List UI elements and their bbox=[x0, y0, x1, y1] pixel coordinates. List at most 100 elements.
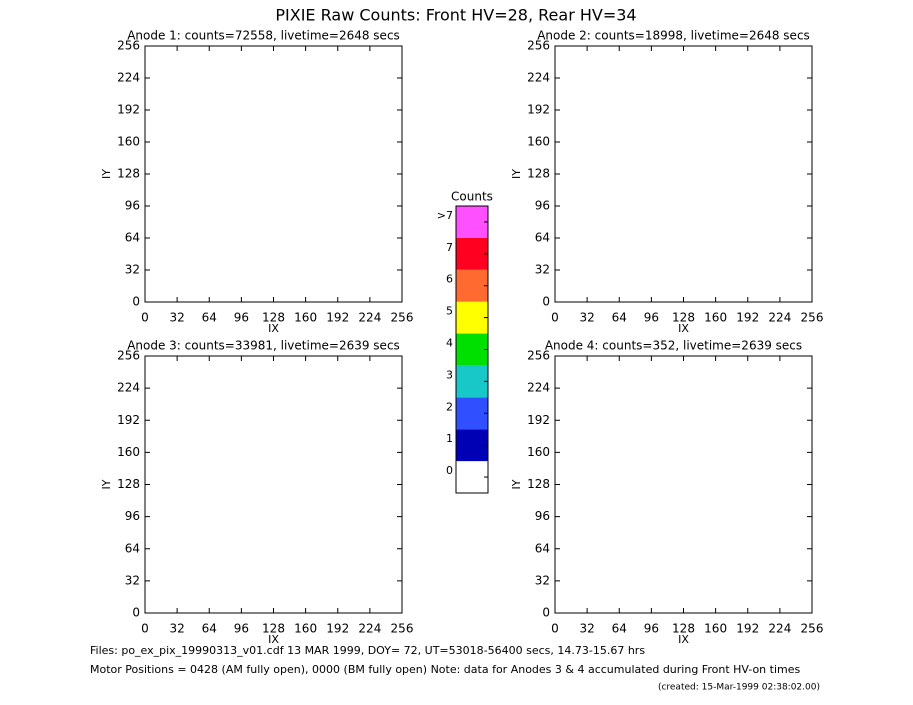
footer-motor: Motor Positions = 0428 (AM fully open), … bbox=[90, 663, 800, 676]
x-tick-label: 224 bbox=[358, 622, 381, 636]
y-tick-label: 64 bbox=[535, 541, 550, 555]
plot-area bbox=[144, 45, 403, 303]
y-tick-label: 224 bbox=[527, 381, 550, 395]
y-tick-label: 32 bbox=[535, 573, 550, 587]
panel-title: Anode 2: counts=18998, livetime=2648 sec… bbox=[537, 29, 810, 43]
x-tick-label: 256 bbox=[391, 622, 414, 636]
y-tick-label: 256 bbox=[527, 349, 550, 363]
x-axis-label: IX bbox=[678, 322, 689, 335]
y-tick-label: 64 bbox=[125, 541, 140, 555]
y-tick-label: 224 bbox=[527, 71, 550, 85]
x-tick-label: 0 bbox=[551, 311, 559, 325]
colorbar-cell bbox=[456, 461, 488, 493]
y-tick-label: 0 bbox=[132, 295, 140, 309]
x-tick-label: 160 bbox=[704, 311, 727, 325]
x-tick-label: 32 bbox=[169, 622, 184, 636]
colorbar-label: 4 bbox=[446, 337, 453, 350]
x-tick-label: 160 bbox=[294, 311, 317, 325]
x-tick-label: 192 bbox=[736, 622, 759, 636]
y-tick-label: 128 bbox=[527, 167, 550, 181]
colorbar-cell bbox=[456, 333, 488, 366]
x-tick-label: 64 bbox=[612, 311, 627, 325]
x-axis-label: IX bbox=[268, 322, 279, 335]
y-tick-label: 192 bbox=[117, 103, 140, 117]
x-tick-label: 64 bbox=[202, 622, 217, 636]
x-tick-label: 96 bbox=[644, 622, 659, 636]
x-tick-label: 64 bbox=[612, 622, 627, 636]
y-axis-label: IY bbox=[510, 479, 523, 489]
footer-files: Files: po_ex_pix_19990313_v01.cdf 13 MAR… bbox=[90, 644, 645, 657]
y-tick-label: 256 bbox=[117, 39, 140, 53]
plot-area bbox=[554, 45, 813, 303]
y-tick-label: 128 bbox=[527, 477, 550, 491]
colorbar-label: >7 bbox=[437, 209, 453, 222]
y-tick-label: 128 bbox=[117, 477, 140, 491]
x-tick-label: 0 bbox=[141, 311, 149, 325]
x-tick-label: 128 bbox=[262, 311, 285, 325]
y-tick-label: 224 bbox=[117, 71, 140, 85]
y-tick-label: 64 bbox=[535, 231, 550, 245]
x-tick-label: 96 bbox=[234, 311, 249, 325]
y-tick-label: 96 bbox=[125, 509, 140, 523]
y-tick-label: 160 bbox=[117, 445, 140, 459]
y-tick-label: 64 bbox=[125, 231, 140, 245]
page-title: PIXIE Raw Counts: Front HV=28, Rear HV=3… bbox=[275, 6, 636, 25]
y-axis-label: IY bbox=[100, 479, 113, 489]
y-tick-label: 256 bbox=[117, 349, 140, 363]
x-tick-label: 224 bbox=[768, 311, 791, 325]
x-tick-label: 32 bbox=[579, 311, 594, 325]
y-tick-label: 0 bbox=[542, 606, 550, 620]
x-tick-label: 128 bbox=[672, 311, 695, 325]
colorbar-label: 1 bbox=[446, 432, 453, 445]
x-tick-label: 32 bbox=[169, 311, 184, 325]
x-tick-label: 64 bbox=[202, 311, 217, 325]
x-tick-label: 0 bbox=[141, 622, 149, 636]
colorbar-label: 6 bbox=[446, 273, 453, 286]
x-tick-label: 224 bbox=[768, 622, 791, 636]
panel-title: Anode 1: counts=72558, livetime=2648 sec… bbox=[127, 29, 400, 43]
y-tick-label: 96 bbox=[535, 199, 550, 213]
y-tick-label: 160 bbox=[117, 135, 140, 149]
x-tick-label: 32 bbox=[579, 622, 594, 636]
y-tick-label: 32 bbox=[125, 573, 140, 587]
y-axis-label: IY bbox=[100, 169, 113, 179]
colorbar-label: 5 bbox=[446, 305, 453, 318]
x-tick-label: 96 bbox=[644, 311, 659, 325]
colorbar-title: Counts bbox=[451, 190, 493, 204]
y-tick-label: 256 bbox=[527, 39, 550, 53]
y-tick-label: 128 bbox=[117, 167, 140, 181]
colorbar-cell bbox=[456, 397, 488, 430]
colorbar-cell bbox=[456, 301, 488, 334]
x-tick-label: 160 bbox=[704, 622, 727, 636]
x-tick-label: 96 bbox=[234, 622, 249, 636]
y-tick-label: 192 bbox=[527, 103, 550, 117]
colorbar-cell bbox=[456, 365, 488, 398]
y-tick-label: 224 bbox=[117, 381, 140, 395]
plot-area bbox=[554, 355, 813, 614]
y-tick-label: 192 bbox=[117, 413, 140, 427]
colorbar-cell bbox=[456, 237, 488, 270]
x-tick-label: 192 bbox=[326, 622, 349, 636]
y-tick-label: 160 bbox=[527, 445, 550, 459]
x-tick-label: 160 bbox=[294, 622, 317, 636]
x-tick-label: 128 bbox=[672, 622, 695, 636]
x-tick-label: 192 bbox=[736, 311, 759, 325]
colorbar-label: 7 bbox=[446, 241, 453, 254]
y-tick-label: 32 bbox=[535, 263, 550, 277]
footer-created: (created: 15-Mar-1999 02:38:02.00) bbox=[658, 683, 820, 693]
x-tick-label: 256 bbox=[801, 622, 824, 636]
y-tick-label: 96 bbox=[535, 509, 550, 523]
colorbar-label: 0 bbox=[446, 464, 453, 477]
y-tick-label: 160 bbox=[527, 135, 550, 149]
y-tick-label: 0 bbox=[132, 606, 140, 620]
x-axis-label: IX bbox=[678, 633, 689, 646]
x-tick-label: 256 bbox=[801, 311, 824, 325]
x-tick-label: 0 bbox=[551, 622, 559, 636]
colorbar-label: 3 bbox=[446, 368, 453, 381]
y-tick-label: 0 bbox=[542, 295, 550, 309]
colorbar-cell bbox=[456, 206, 488, 238]
x-axis-label: IX bbox=[268, 633, 279, 646]
x-tick-label: 256 bbox=[391, 311, 414, 325]
y-axis-label: IY bbox=[510, 169, 523, 179]
